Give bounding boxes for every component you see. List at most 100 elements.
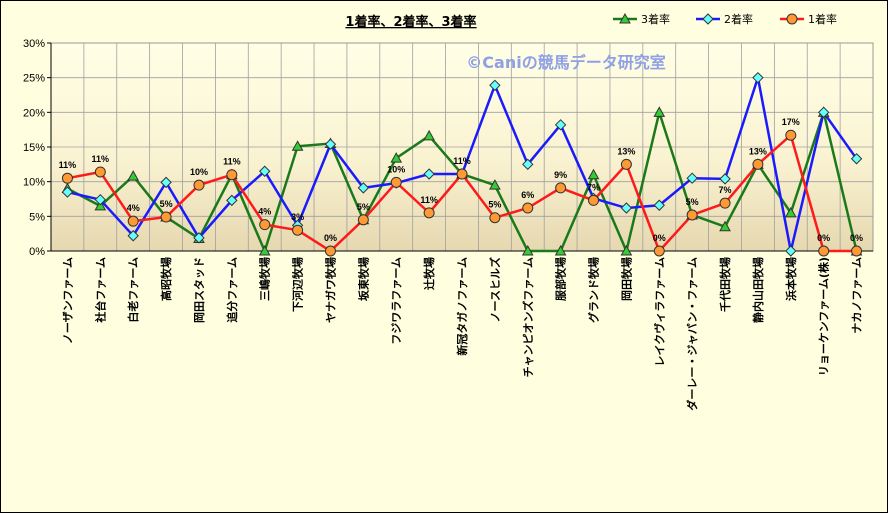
data-point bbox=[61, 186, 74, 198]
data-point bbox=[522, 202, 534, 214]
category-label: ダーレー・ジャパン・ファーム bbox=[685, 257, 699, 411]
data-label: 0% bbox=[850, 233, 863, 243]
data-point bbox=[259, 165, 271, 177]
data-point bbox=[719, 197, 731, 209]
category-label: グランド牧場 bbox=[587, 257, 601, 323]
data-labels: 11% 11% 4% 5% 10% 11% 4% 3% 0% 5% 10% 11% 11% 5% 6% 9% 7… bbox=[59, 117, 863, 243]
category-label: 浜本牧場 bbox=[784, 257, 798, 301]
data-point bbox=[61, 172, 73, 184]
category-label: 坂東牧場 bbox=[356, 257, 370, 301]
data-point bbox=[554, 244, 567, 256]
data-point bbox=[324, 245, 336, 257]
data-label: 13% bbox=[617, 146, 635, 156]
category-label: 辻牧場 bbox=[422, 257, 436, 290]
data-label: 7% bbox=[587, 182, 600, 192]
data-point bbox=[423, 207, 435, 219]
data-point bbox=[686, 172, 698, 184]
data-point bbox=[719, 220, 731, 232]
data-label: 10% bbox=[387, 164, 405, 174]
data-point bbox=[193, 179, 205, 191]
data-label: 6% bbox=[521, 190, 534, 200]
category-label: ナカノファーム bbox=[851, 257, 864, 334]
data-point bbox=[423, 168, 435, 180]
data-point bbox=[588, 194, 600, 206]
data-point bbox=[620, 158, 632, 170]
legend-marker bbox=[786, 13, 798, 25]
data-point bbox=[292, 224, 304, 236]
category-label: 千代田牧場 bbox=[718, 257, 732, 312]
y-tick-label: 15% bbox=[23, 142, 45, 154]
data-point bbox=[522, 158, 534, 171]
category-label: 静内山田牧場 bbox=[751, 257, 765, 323]
data-point bbox=[851, 245, 863, 257]
y-tick-label: 10% bbox=[23, 177, 45, 189]
data-point bbox=[226, 169, 238, 181]
category-label: 高昭牧場 bbox=[159, 257, 173, 301]
data-point bbox=[785, 129, 797, 141]
data-label: 5% bbox=[686, 197, 699, 207]
legend-label: 1着率 bbox=[808, 12, 837, 26]
category-label: 服部牧場 bbox=[554, 257, 568, 301]
data-point bbox=[94, 166, 106, 178]
data-point bbox=[555, 182, 567, 194]
data-point bbox=[521, 244, 534, 256]
data-point bbox=[785, 245, 797, 257]
data-point bbox=[324, 138, 337, 150]
y-axis: 0% 5% 10% 15% 20% 25% 30% bbox=[23, 38, 52, 258]
data-point bbox=[620, 244, 633, 256]
data-point bbox=[653, 106, 666, 117]
watermark: ©Caniの競馬データ研究室 bbox=[466, 53, 665, 72]
data-label: 11% bbox=[223, 157, 241, 167]
legend: 3着率 2着率 1着率 bbox=[613, 12, 837, 26]
category-label: 新冠タガノファーム bbox=[455, 257, 469, 356]
category-label: チャンピオンズファーム bbox=[521, 257, 535, 377]
data-label: 3% bbox=[291, 212, 304, 222]
data-point bbox=[752, 71, 764, 84]
data-point bbox=[620, 202, 633, 214]
data-point bbox=[653, 245, 665, 257]
data-label: 4% bbox=[258, 207, 271, 217]
data-point bbox=[587, 168, 600, 180]
data-point bbox=[357, 214, 369, 226]
data-label: 0% bbox=[324, 233, 337, 243]
category-label: ノースヒルズ bbox=[488, 257, 502, 322]
data-point bbox=[818, 245, 830, 257]
category-label: レイクヴィラファーム bbox=[652, 257, 666, 366]
series-group bbox=[61, 71, 863, 257]
data-point bbox=[719, 173, 731, 185]
data-point bbox=[94, 199, 107, 211]
data-point bbox=[686, 209, 698, 221]
y-tick-label: 0% bbox=[29, 246, 45, 258]
data-label: 5% bbox=[357, 202, 370, 212]
data-label: 11% bbox=[92, 154, 110, 164]
data-point bbox=[817, 106, 830, 119]
y-tick-label: 25% bbox=[23, 73, 45, 85]
data-point bbox=[390, 176, 402, 188]
data-point bbox=[258, 244, 271, 256]
category-label: 下河辺牧場 bbox=[291, 257, 305, 312]
category-label: リョーケンファーム(株) bbox=[817, 257, 831, 376]
data-label: 11% bbox=[59, 160, 77, 170]
data-label: 5% bbox=[488, 200, 501, 210]
data-label: 13% bbox=[749, 146, 767, 156]
y-tick-label: 20% bbox=[23, 107, 45, 119]
data-label: 0% bbox=[653, 233, 666, 243]
category-label: 追分ファーム bbox=[225, 257, 239, 323]
data-point bbox=[489, 179, 501, 190]
category-label: ノーザンファーム bbox=[61, 257, 74, 344]
data-point bbox=[423, 129, 435, 141]
legend-marker bbox=[619, 12, 631, 24]
category-label: フジワラファーム bbox=[390, 257, 403, 345]
data-label: 4% bbox=[127, 203, 140, 213]
category-label: ヤナガワ牧場 bbox=[323, 257, 337, 323]
data-point bbox=[160, 176, 172, 189]
data-label: 11% bbox=[420, 195, 438, 205]
data-point bbox=[291, 140, 304, 151]
category-label: 岡田スタッド bbox=[193, 257, 206, 323]
data-point bbox=[259, 219, 271, 231]
category-label: 白老ファーム bbox=[126, 257, 140, 323]
data-point bbox=[390, 152, 403, 163]
data-point bbox=[226, 194, 238, 207]
